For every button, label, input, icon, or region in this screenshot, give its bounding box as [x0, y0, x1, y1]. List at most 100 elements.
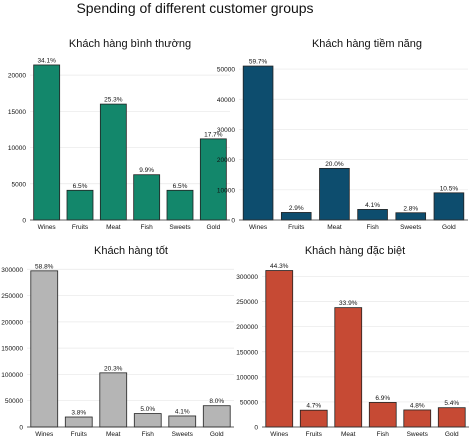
bar-value-label: 5.4%	[444, 400, 459, 407]
y-tick-label: 0	[19, 425, 23, 432]
bar-value-label: 58.8%	[35, 263, 54, 270]
bar-gold	[437, 407, 466, 428]
bar-value-label: 6.9%	[375, 395, 390, 402]
bar-value-label: 44.3%	[270, 263, 289, 270]
y-tick-label: 100000	[1, 372, 23, 379]
y-tick-label: 5000	[12, 181, 27, 188]
y-tick-label: 20000	[8, 73, 26, 80]
bar-fish	[357, 209, 388, 221]
y-tick-label: 200000	[236, 324, 258, 331]
x-tick-label: Sweets	[400, 224, 422, 231]
y-tick-label: 150000	[1, 346, 23, 353]
x-tick-label: Fish	[377, 431, 390, 438]
bar-wines	[242, 65, 274, 221]
bar-fish	[133, 413, 162, 428]
x-tick-label: Fruits	[72, 224, 89, 231]
bar-gold	[433, 192, 465, 221]
bar-value-label: 25.3%	[104, 97, 123, 104]
bar-value-label: 4.8%	[410, 402, 425, 409]
x-tick-label: Meat	[106, 224, 121, 231]
x-tick-label: Fruits	[71, 431, 88, 438]
bar-meat	[99, 372, 128, 428]
x-tick-label: Fruits	[306, 431, 323, 438]
bar-gold	[202, 405, 231, 428]
x-tick-label: Wines	[38, 224, 57, 231]
bar-value-label: 20.0%	[325, 161, 344, 168]
subplot-bottom-left: Khách hàng tốt 0 50000 100000 150000 200000 2…	[1, 245, 234, 438]
y-tick-label: 0	[254, 425, 258, 432]
bar-fruits	[280, 212, 312, 221]
x-tick-label: Fruits	[288, 224, 305, 231]
x-tick-label: Fish	[141, 224, 154, 231]
y-tick-label: 50000	[217, 67, 235, 74]
bar-fish	[133, 174, 161, 221]
x-tick-label: Wines	[270, 431, 289, 438]
bar-value-label: 20.3%	[104, 365, 123, 372]
bar-sweets	[166, 189, 194, 221]
bar-sweets	[395, 212, 427, 221]
subplot-title: Khách hàng tiềm năng	[312, 38, 422, 50]
bar-value-label: 2.8%	[403, 205, 418, 212]
bar-value-label: 4.7%	[306, 403, 321, 410]
y-tick-label: 250000	[236, 299, 258, 306]
bar-value-label: 8.0%	[209, 398, 224, 405]
y-tick-label: 50000	[240, 399, 258, 406]
y-tick-label: 30000	[217, 127, 235, 134]
y-tick-label: 300000	[1, 267, 23, 274]
x-tick-label: Wines	[249, 224, 268, 231]
y-tick-label: 300000	[236, 274, 258, 281]
y-tick-label: 50000	[5, 398, 23, 405]
y-tick-label: 150000	[236, 349, 258, 356]
bar-value-label: 6.5%	[173, 183, 188, 190]
y-tick-label: 200000	[1, 319, 23, 326]
bar-value-label: 59.7%	[249, 59, 268, 66]
subplot-bottom-right: Khách hàng đặc biệt 0 50000 100000 150000 20…	[236, 245, 469, 438]
y-tick-label: 15000	[8, 109, 26, 116]
x-tick-label: Fish	[366, 224, 379, 231]
bar-wines	[265, 270, 294, 428]
y-tick-label: 100000	[236, 374, 258, 381]
bar-value-label: 10.5%	[440, 185, 459, 192]
bar-value-label: 34.1%	[37, 57, 56, 64]
x-tick-label: Meat	[327, 224, 342, 231]
bar-value-label: 2.9%	[289, 205, 304, 212]
bar-sweets	[168, 415, 197, 428]
y-tick-label: 10000	[217, 187, 235, 194]
bar-value-label: 9.9%	[139, 167, 154, 174]
x-tick-label: Sweets	[407, 431, 429, 438]
subplot-title: Khách hàng bình thường	[69, 38, 191, 50]
x-tick-label: Sweets	[169, 224, 191, 231]
bar-value-label: 4.1%	[175, 408, 190, 415]
y-tick-label: 20000	[217, 157, 235, 164]
bar-fruits	[299, 409, 328, 428]
x-tick-label: Gold	[210, 431, 224, 438]
subplot-title: Khách hàng đặc biệt	[305, 245, 405, 257]
subplot-top-right: Khách hàng tiềm năng 0 10000 20000 30000 400…	[217, 38, 468, 231]
x-tick-label: Gold	[445, 431, 459, 438]
subplot-top-left: Khách hàng bình thường 0 5000 10000 15000 20…	[8, 38, 230, 231]
y-tick-label: 40000	[217, 97, 235, 104]
bar-value-label: 6.5%	[73, 183, 88, 190]
bar-fish	[368, 402, 397, 428]
x-tick-label: Wines	[35, 431, 54, 438]
bar-fruits	[64, 416, 93, 428]
y-tick-label: 10000	[8, 145, 26, 152]
bar-value-label: 4.1%	[365, 202, 380, 209]
bar-wines	[33, 64, 61, 221]
bar-fruits	[66, 189, 94, 221]
y-tick-label: 250000	[1, 293, 23, 300]
bar-gold	[199, 138, 227, 221]
x-tick-label: Sweets	[172, 431, 194, 438]
x-tick-label: Gold	[206, 224, 220, 231]
bar-meat	[319, 167, 350, 221]
bar-wines	[30, 270, 59, 428]
x-tick-label: Meat	[341, 431, 356, 438]
bar-value-label: 5.0%	[140, 406, 155, 413]
bar-value-label: 33.9%	[339, 300, 358, 307]
bar-value-label: 17.7%	[204, 131, 223, 138]
bar-sweets	[403, 409, 432, 428]
bar-value-label: 3.8%	[71, 410, 86, 417]
bar-meat	[99, 103, 127, 221]
y-tick-label: 0	[22, 218, 26, 225]
